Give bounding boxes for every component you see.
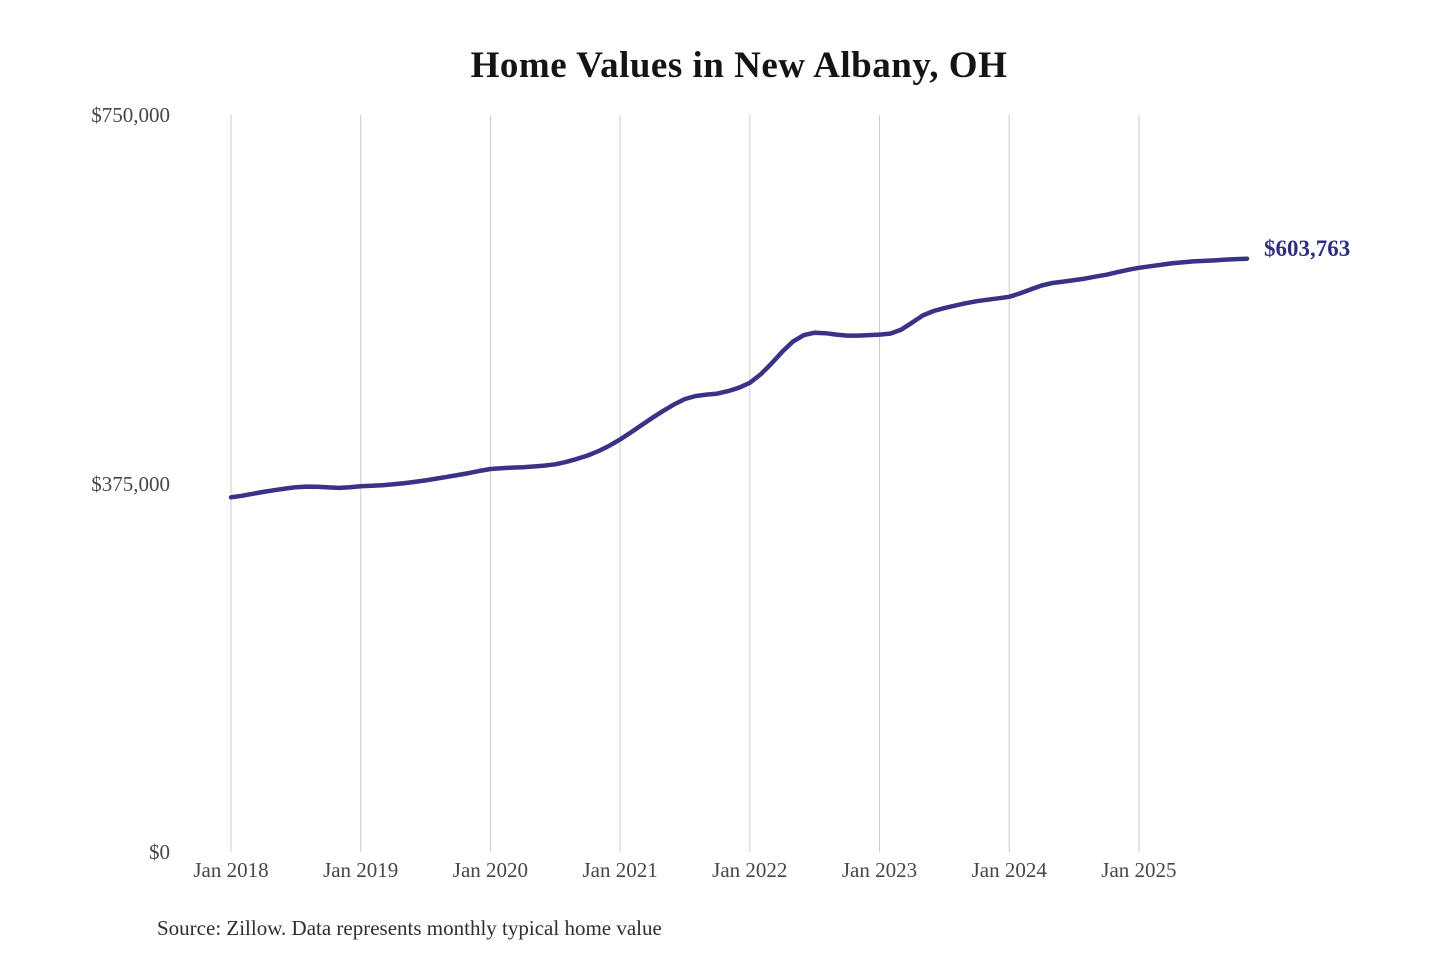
y-tick-label: $375,000 bbox=[91, 471, 170, 496]
end-value-label: $603,763 bbox=[1264, 236, 1351, 261]
x-tick-label: Jan 2018 bbox=[193, 858, 269, 882]
x-tick-label: Jan 2022 bbox=[712, 858, 788, 882]
home-value-line bbox=[228, 256, 1250, 500]
y-tick-label: $0 bbox=[149, 840, 170, 864]
chart-title: Home Values in New Albany, OH bbox=[470, 45, 1008, 86]
x-tick-label: Jan 2023 bbox=[841, 858, 918, 882]
y-tick-label: $750,000 bbox=[91, 103, 170, 127]
x-tick-label: Jan 2025 bbox=[1101, 858, 1177, 882]
x-tick-label: Jan 2021 bbox=[582, 858, 658, 882]
gridlines bbox=[230, 115, 1140, 852]
x-tick-label: Jan 2020 bbox=[452, 858, 529, 882]
x-tick-label: Jan 2019 bbox=[323, 858, 399, 882]
source-note: Source: Zillow. Data represents monthly … bbox=[157, 916, 662, 940]
x-axis-labels: Jan 2018 Jan 2019 Jan 2020 Jan 2021 Jan 2022… bbox=[0, 857, 1440, 887]
x-tick-label: Jan 2024 bbox=[971, 858, 1047, 882]
